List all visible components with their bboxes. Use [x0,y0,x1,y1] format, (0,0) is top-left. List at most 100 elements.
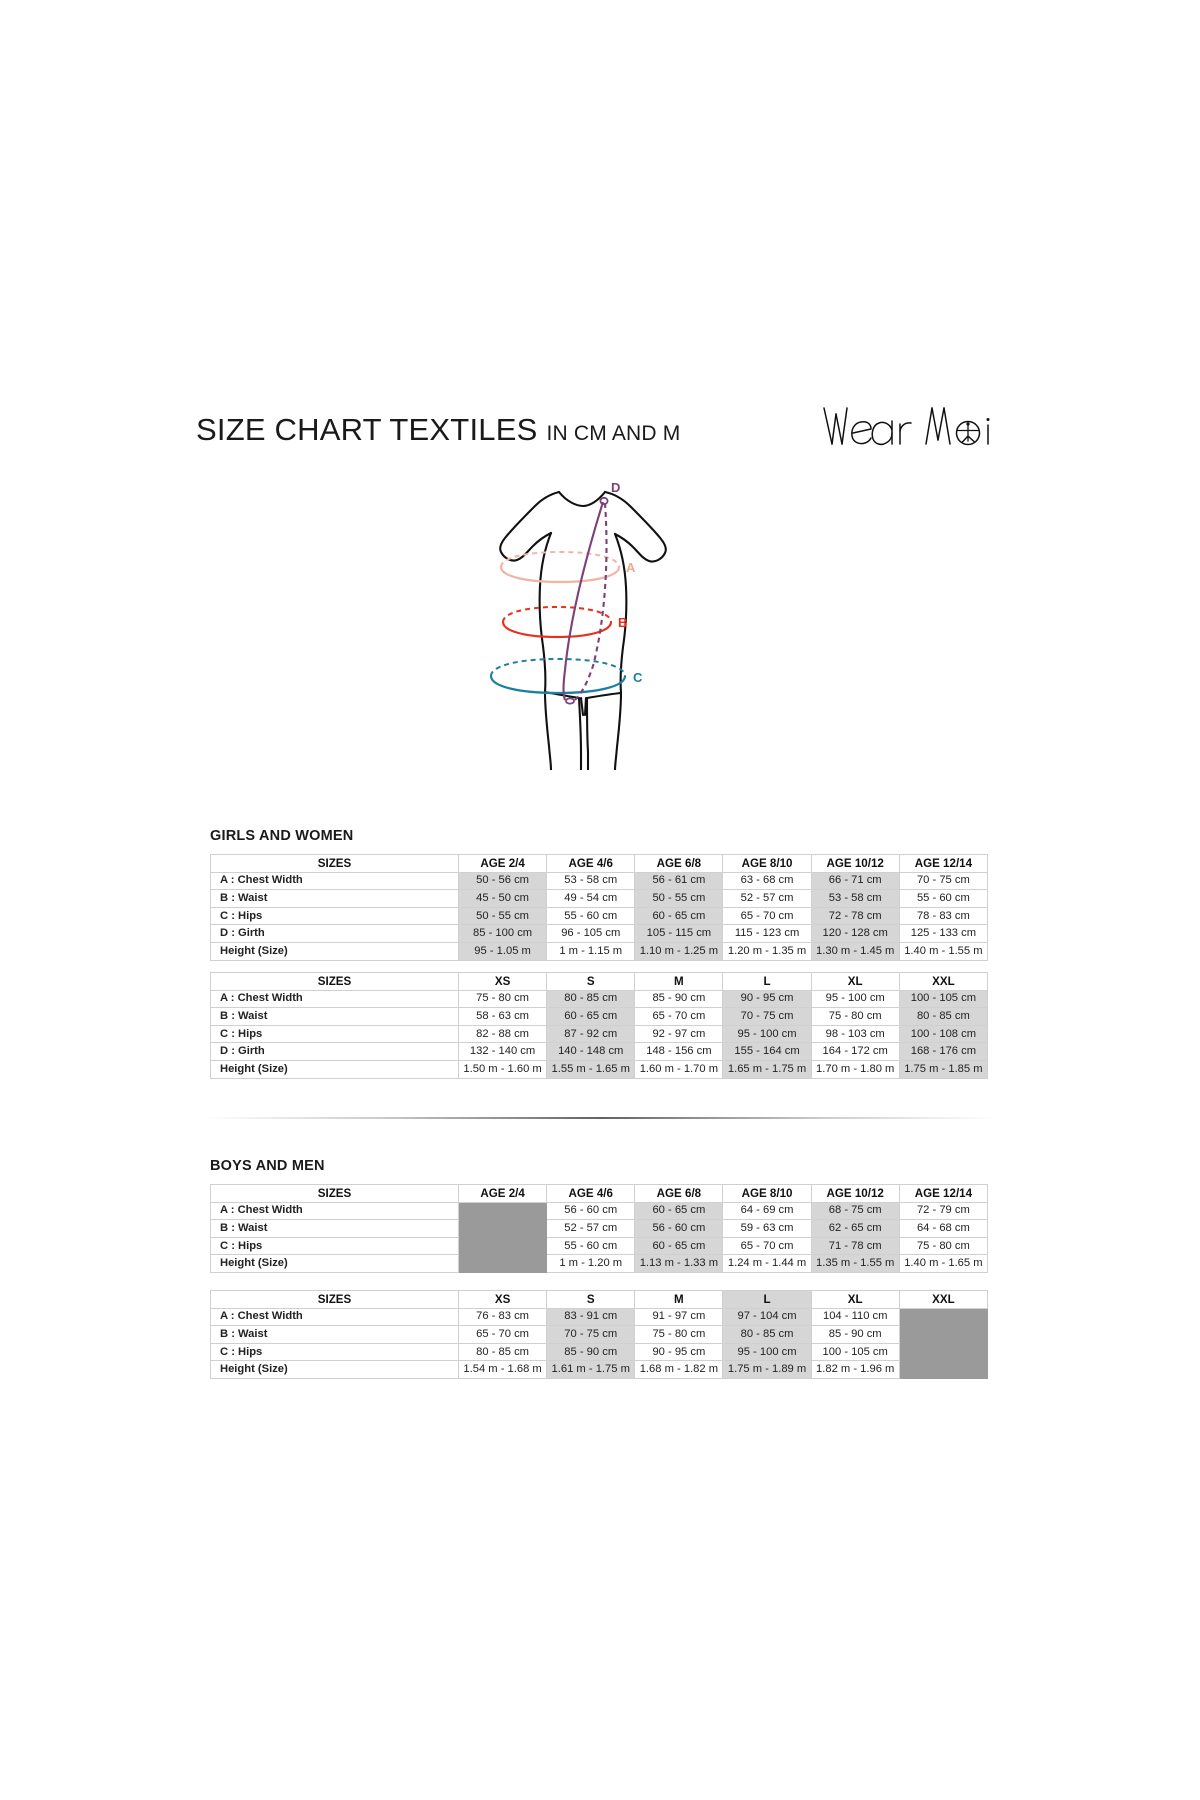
row-label: C : Hips [210,1024,459,1044]
table-girls-women-size: SIZES XS S M L XL XXL A : Chest Width 75 - 80 cm… [210,972,989,1079]
column-header-sizes: SIZES [210,1290,459,1309]
table-cell: 63 - 68 cm [722,871,812,891]
column-header-age-10-12: AGE 10/12 [810,1184,900,1203]
table-row: C : Hips 50 - 55 cm 55 - 60 cm 60 - 65 cm 65… [210,906,989,926]
column-header-age-10-12: AGE 10/12 [810,854,900,873]
column-header-xs: XS [457,972,548,991]
table-cell-unavailable [898,1307,989,1327]
table-header-row: SIZES AGE 2/4 AGE 4/6 AGE 6/8 AGE 8/10 AGE 10… [210,854,989,873]
table-cell: 1.50 m - 1.60 m [457,1059,548,1079]
table-cell: 60 - 65 cm [546,1007,636,1026]
table-cell: 90 - 95 cm [634,1342,724,1362]
row-label: D : Girth [210,924,459,943]
page-header: SIZE CHART TEXTILES IN CM AND M [196,398,1004,450]
table-header-row: SIZES XS S M L XL XXL [210,972,989,991]
table-cell: 70 - 75 cm [722,1007,812,1026]
table-cell: 1.20 m - 1.35 m [722,941,812,961]
table-cell: 70 - 75 cm [546,1325,636,1344]
table-cell: 155 - 164 cm [722,1042,812,1061]
table-cell: 55 - 60 cm [898,889,989,908]
table-cell: 65 - 70 cm [722,1236,812,1256]
table-row: B : Waist 52 - 57 cm 56 - 60 cm 59 - 63 cm 6… [210,1219,989,1238]
row-label: D : Girth [210,1042,459,1061]
table-row: A : Chest Width 76 - 83 cm 83 - 91 cm 91 - … [210,1307,989,1327]
table-cell: 1.30 m - 1.45 m [810,941,900,961]
table-row: Height (Size) 1.50 m - 1.60 m 1.55 m - 1.6… [210,1059,989,1079]
body-figure-svg: A B C D [489,480,667,772]
table-cell: 83 - 91 cm [546,1307,636,1327]
table-cell: 1.82 m - 1.96 m [810,1360,900,1379]
table-cell: 1 m - 1.20 m [546,1254,636,1273]
column-header-age-2-4: AGE 2/4 [457,854,548,873]
table-boys-men-age: SIZES AGE 2/4 AGE 4/6 AGE 6/8 AGE 8/10 AGE 10… [210,1184,989,1273]
column-header-xl: XL [810,972,900,991]
table-cell: 100 - 108 cm [898,1024,989,1044]
table-cell: 95 - 100 cm [722,1342,812,1362]
table-cell: 75 - 80 cm [898,1236,989,1256]
wear-moi-logo-icon [823,407,990,446]
table-cell: 95 - 1.05 m [457,941,548,961]
table-cell: 1.13 m - 1.33 m [634,1254,724,1273]
table-cell: 97 - 104 cm [722,1307,812,1327]
table-cell: 55 - 60 cm [546,1236,636,1256]
table-cell: 1.61 m - 1.75 m [546,1360,636,1379]
table-cell: 56 - 60 cm [634,1219,724,1238]
table-cell: 1.68 m - 1.82 m [634,1360,724,1379]
table-cell-unavailable [457,1236,548,1256]
table-cell: 66 - 71 cm [810,871,900,891]
table-cell: 82 - 88 cm [457,1024,548,1044]
table-cell: 50 - 55 cm [457,906,548,926]
table-cell: 85 - 100 cm [457,924,548,943]
column-header-age-12-14: AGE 12/14 [898,854,989,873]
table-cell: 62 - 65 cm [810,1219,900,1238]
table-cell-unavailable [457,1201,548,1221]
table-cell: 60 - 65 cm [634,1236,724,1256]
table-cell: 64 - 68 cm [898,1219,989,1238]
table-cell: 140 - 148 cm [546,1042,636,1061]
diagram-label-d: D [611,480,620,495]
table-row: C : Hips 80 - 85 cm 85 - 90 cm 90 - 95 cm 95… [210,1342,989,1362]
row-label: Height (Size) [210,941,459,961]
column-header-m: M [634,1290,724,1309]
column-header-sizes: SIZES [210,972,459,991]
section-divider [206,1117,996,1119]
table-cell: 105 - 115 cm [634,924,724,943]
column-header-age-6-8: AGE 6/8 [634,854,724,873]
table-cell: 1.75 m - 1.85 m [898,1059,989,1079]
row-label: Height (Size) [210,1059,459,1079]
table-cell: 100 - 105 cm [810,1342,900,1362]
row-label: Height (Size) [210,1254,459,1273]
table-row: C : Hips 55 - 60 cm 60 - 65 cm 65 - 70 cm 71… [210,1236,989,1256]
table-cell: 72 - 78 cm [810,906,900,926]
page-title: SIZE CHART TEXTILES IN CM AND M [196,412,681,448]
table-cell: 96 - 105 cm [546,924,636,943]
table-cell-unavailable [898,1360,989,1379]
table-cell: 120 - 128 cm [810,924,900,943]
column-header-age-2-4: AGE 2/4 [457,1184,548,1203]
table-cell-unavailable [457,1254,548,1273]
column-header-age-8-10: AGE 8/10 [722,854,812,873]
table-cell: 75 - 80 cm [810,1007,900,1026]
table-cell: 1 m - 1.15 m [546,941,636,961]
column-header-xxl: XXL [898,1290,989,1309]
body-measurement-diagram: A B C D [455,470,745,772]
column-header-m: M [634,972,724,991]
column-header-s: S [546,972,636,991]
table-cell: 92 - 97 cm [634,1024,724,1044]
table-cell: 58 - 63 cm [457,1007,548,1026]
column-header-l: L [722,1290,812,1309]
column-header-age-12-14: AGE 12/14 [898,1184,989,1203]
table-cell: 168 - 176 cm [898,1042,989,1061]
page-title-main: SIZE CHART TEXTILES [196,412,538,447]
table-cell: 53 - 58 cm [546,871,636,891]
column-header-s: S [546,1290,636,1309]
table-cell: 80 - 85 cm [722,1325,812,1344]
table-row: B : Waist 65 - 70 cm 70 - 75 cm 75 - 80 cm 8… [210,1325,989,1344]
table-cell: 75 - 80 cm [457,989,548,1009]
table-cell: 1.54 m - 1.68 m [457,1360,548,1379]
row-label: Height (Size) [210,1360,459,1379]
table-cell-unavailable [457,1219,548,1238]
table-cell: 148 - 156 cm [634,1042,724,1061]
table-cell: 98 - 103 cm [810,1024,900,1044]
row-label: B : Waist [210,889,459,908]
